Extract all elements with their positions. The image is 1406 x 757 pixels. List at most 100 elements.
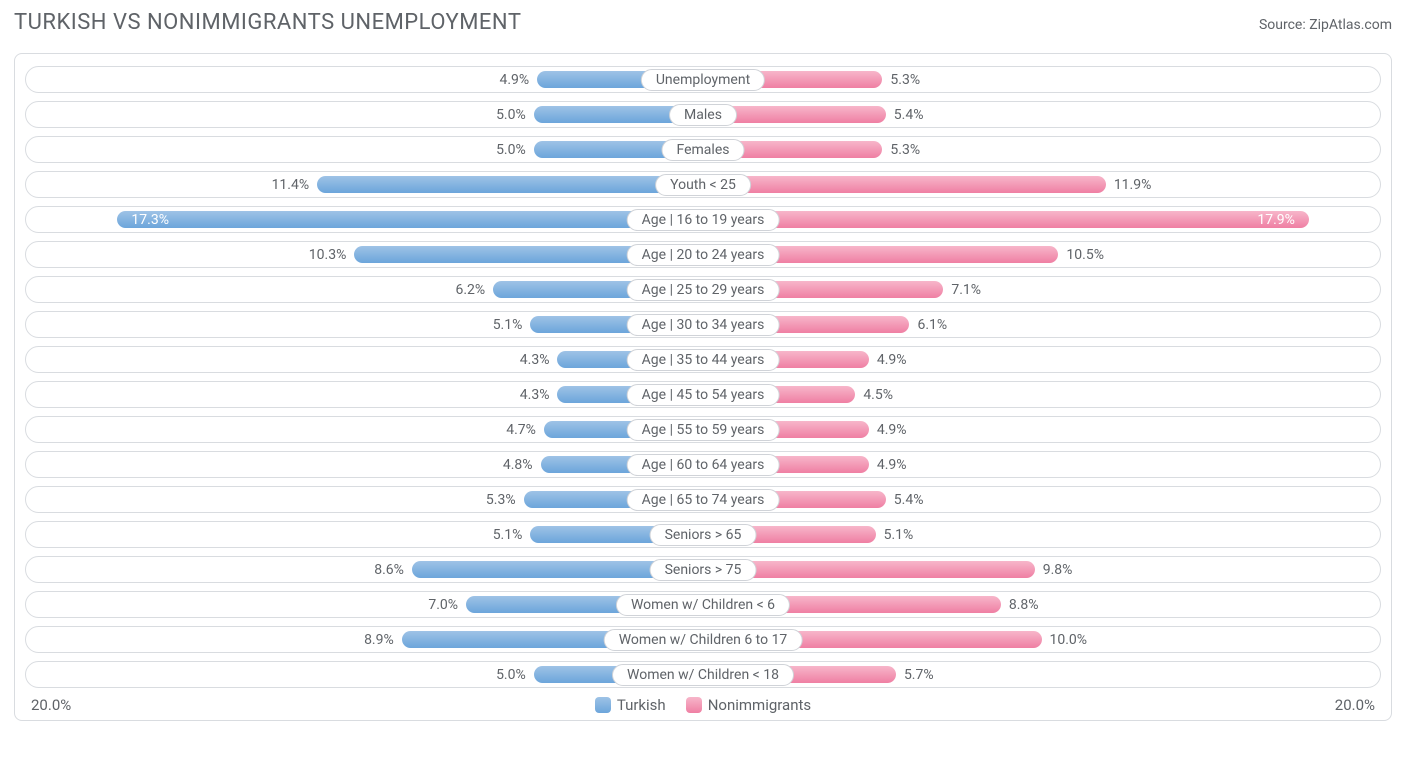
bar-value-left: 4.9% <box>491 72 537 88</box>
bar-value-left: 17.3% <box>123 212 177 228</box>
category-label: Age | 45 to 54 years <box>627 384 780 406</box>
category-label: Age | 16 to 19 years <box>627 209 780 231</box>
category-label: Age | 60 to 64 years <box>627 454 780 476</box>
bar-half-left: 7.0% <box>26 592 703 617</box>
bar-value-right: 17.9% <box>1249 212 1303 228</box>
bar-row: 4.9% 5.3% Unemployment <box>25 66 1381 93</box>
bar-value-right: 5.3% <box>882 72 928 88</box>
chart-title: TURKISH VS NONIMMIGRANTS UNEMPLOYMENT <box>14 10 521 35</box>
bar-row: 5.0% 5.7% Women w/ Children < 18 <box>25 661 1381 688</box>
bar-right: 17.9% <box>703 211 1309 228</box>
category-label: Unemployment <box>641 69 765 91</box>
bar-half-right: 8.8% <box>703 592 1380 617</box>
bar-half-right: 10.5% <box>703 242 1380 267</box>
category-label: Age | 55 to 59 years <box>627 419 780 441</box>
bar-half-right: 9.8% <box>703 557 1380 582</box>
bar-value-right: 10.5% <box>1058 247 1112 263</box>
bar-value-left: 8.9% <box>356 632 402 648</box>
bar-half-left: 8.9% <box>26 627 703 652</box>
bar-value-right: 4.5% <box>855 387 901 403</box>
bar-row: 7.0% 8.8%Women w/ Children < 6 <box>25 591 1381 618</box>
legend-item-right: Nonimmigrants <box>686 696 811 714</box>
bar-half-right: 5.3% <box>703 67 1380 92</box>
bar-value-right: 10.0% <box>1042 632 1096 648</box>
bar-half-left: 6.2% <box>26 277 703 302</box>
category-label: Youth < 25 <box>655 174 751 196</box>
category-label: Women w/ Children < 18 <box>612 664 794 686</box>
bar-half-left: 5.1% <box>26 522 703 547</box>
bar-value-left: 7.0% <box>420 597 466 613</box>
category-label: Seniors > 65 <box>650 524 757 546</box>
legend-swatch-right <box>686 697 702 713</box>
category-label: Age | 65 to 74 years <box>627 489 780 511</box>
bar-half-left: 5.3% <box>26 487 703 512</box>
bar-value-right: 5.3% <box>882 142 928 158</box>
bar-row: 5.0% 5.3% Females <box>25 136 1381 163</box>
bar-row: 10.3% 10.5% Age | 20 to 24 years <box>25 241 1381 268</box>
bar-value-left: 4.3% <box>512 387 558 403</box>
bar-half-left: 4.3% <box>26 382 703 407</box>
bar-row: 5.1% 6.1% Age | 30 to 34 years <box>25 311 1381 338</box>
bar-row: 5.3% 5.4% Age | 65 to 74 years <box>25 486 1381 513</box>
bar-row: 4.3% 4.9% Age | 35 to 44 years <box>25 346 1381 373</box>
bar-value-right: 4.9% <box>869 352 915 368</box>
bar-value-right: 5.4% <box>886 107 932 123</box>
bar-half-right: 5.4% <box>703 102 1380 127</box>
chart-legend: Turkish Nonimmigrants <box>595 696 811 714</box>
chart-footer: 20.0% Turkish Nonimmigrants 20.0% <box>25 696 1381 714</box>
bar-left <box>317 176 703 193</box>
bar-half-right: 5.7% <box>703 662 1380 687</box>
bar-half-right: 5.1% <box>703 522 1380 547</box>
bar-row: 5.1%5.1%Seniors > 65 <box>25 521 1381 548</box>
bar-half-right: 4.9% <box>703 417 1380 442</box>
bar-half-left: 5.1% <box>26 312 703 337</box>
bar-half-left: 4.9% <box>26 67 703 92</box>
bar-row: 4.3% 4.5% Age | 45 to 54 years <box>25 381 1381 408</box>
bar-half-left: 5.0% <box>26 137 703 162</box>
bar-value-left: 11.4% <box>264 177 318 193</box>
category-label: Women w/ Children < 6 <box>616 594 790 616</box>
bar-value-left: 5.0% <box>488 107 534 123</box>
legend-item-left: Turkish <box>595 696 666 714</box>
bar-value-right: 4.9% <box>869 422 915 438</box>
bar-value-left: 4.7% <box>498 422 544 438</box>
legend-label-right: Nonimmigrants <box>708 696 811 714</box>
category-label: Women w/ Children 6 to 17 <box>604 629 803 651</box>
bar-half-left: 4.7% <box>26 417 703 442</box>
bar-half-left: 5.0% <box>26 102 703 127</box>
category-label: Age | 20 to 24 years <box>627 244 780 266</box>
diverging-bar-chart: 4.9%5.3%Unemployment5.0%5.4%Males5.0%5.3… <box>14 53 1392 721</box>
bar-value-right: 7.1% <box>943 282 989 298</box>
bar-value-right: 5.4% <box>886 492 932 508</box>
bar-value-right: 5.7% <box>896 667 942 683</box>
bar-half-right: 4.9% <box>703 452 1380 477</box>
bar-left: 17.3% <box>117 211 703 228</box>
bar-value-left: 5.0% <box>488 667 534 683</box>
bar-value-right: 11.9% <box>1106 177 1160 193</box>
category-label: Females <box>662 139 745 161</box>
bar-half-right: 11.9% <box>703 172 1380 197</box>
bar-row: 4.8% 4.9%Age | 60 to 64 years <box>25 451 1381 478</box>
bar-half-right: 5.3% <box>703 137 1380 162</box>
bar-row: 8.9% 10.0% Women w/ Children 6 to 17 <box>25 626 1381 653</box>
bar-value-left: 5.3% <box>478 492 524 508</box>
category-label: Age | 35 to 44 years <box>627 349 780 371</box>
bar-row: 17.3% 17.9% Age | 16 to 19 years <box>25 206 1381 233</box>
bar-value-left: 6.2% <box>447 282 493 298</box>
bar-value-left: 4.3% <box>512 352 558 368</box>
legend-label-left: Turkish <box>617 696 666 714</box>
bar-row: 5.0%5.4%Males <box>25 101 1381 128</box>
bar-row: 8.6%9.8%Seniors > 75 <box>25 556 1381 583</box>
bar-row: 11.4% 11.9% Youth < 25 <box>25 171 1381 198</box>
bar-half-left: 4.8% <box>26 452 703 477</box>
legend-swatch-left <box>595 697 611 713</box>
bar-value-right: 6.1% <box>909 317 955 333</box>
bar-value-left: 4.8% <box>495 457 541 473</box>
bar-half-left: 10.3% <box>26 242 703 267</box>
category-label: Age | 30 to 34 years <box>627 314 780 336</box>
bar-half-left: 5.0% <box>26 662 703 687</box>
bar-value-right: 5.1% <box>876 527 922 543</box>
category-label: Age | 25 to 29 years <box>627 279 780 301</box>
axis-max-left: 20.0% <box>25 696 105 714</box>
bar-value-left: 5.0% <box>488 142 534 158</box>
